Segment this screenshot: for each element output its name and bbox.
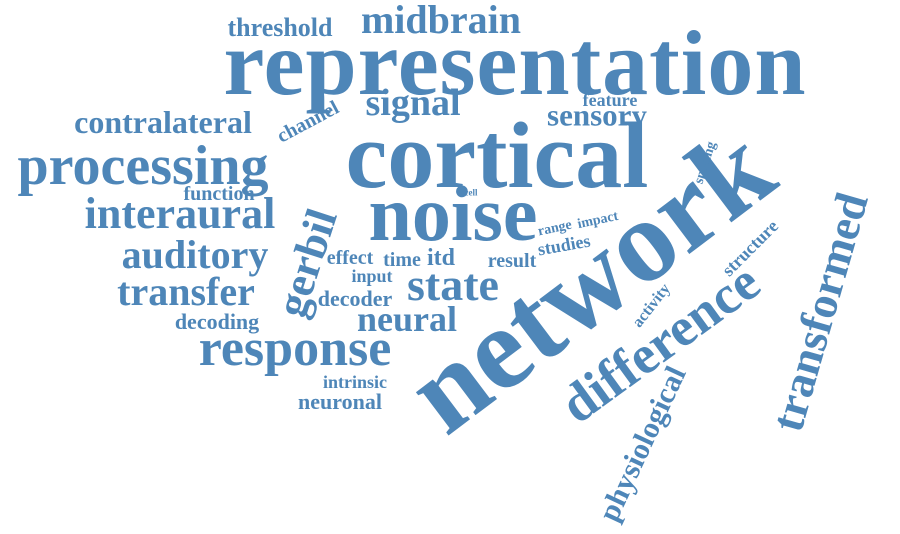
word-function: function — [183, 183, 255, 205]
word-contralateral: contralateral — [74, 104, 252, 140]
word-noise: noise — [368, 170, 538, 257]
word-neural: neural — [356, 299, 458, 339]
word-processing: processing — [17, 135, 269, 197]
word-time: time — [383, 249, 421, 271]
word-decoding: decoding — [174, 309, 260, 334]
word-signal: signal — [365, 82, 461, 124]
word-cell: cell — [464, 187, 478, 198]
word-response: response — [198, 320, 392, 377]
word-sensory: sensory — [547, 97, 647, 133]
word-effect: effect — [326, 247, 374, 269]
word-interaural: interaural — [84, 189, 276, 238]
word-itd: itd — [426, 245, 456, 271]
word-input: input — [351, 266, 393, 286]
word-threshold: threshold — [227, 13, 333, 42]
word-representation: representation — [223, 12, 807, 114]
word-decoder: decoder — [317, 286, 393, 311]
word-auditory: auditory — [121, 232, 269, 277]
word-transfer: transfer — [117, 269, 255, 314]
word-intrinsic: intrinsic — [322, 372, 388, 392]
word-midbrain: midbrain — [360, 0, 522, 42]
word-state: state — [407, 259, 499, 310]
word-cortical: cortical — [345, 104, 649, 208]
word-transformed: transformed — [761, 186, 878, 437]
word-neuronal: neuronal — [298, 389, 382, 414]
word-result: result — [487, 250, 537, 272]
word-feature: feature — [582, 90, 638, 110]
